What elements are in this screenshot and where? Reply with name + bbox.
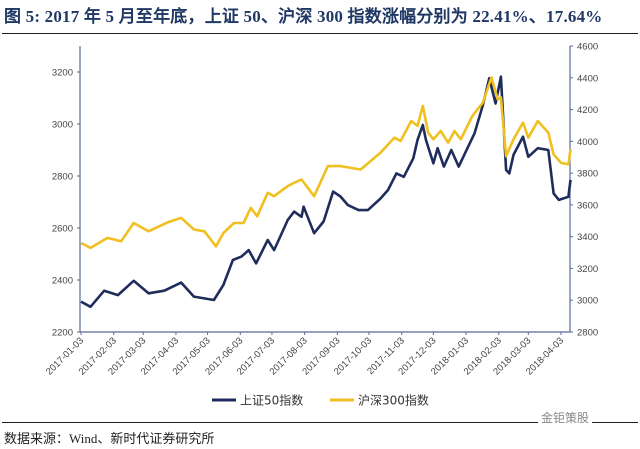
series-line-csi300 [80,76,572,250]
left-y-tick-label: 2200 [52,328,73,339]
figure-title: 图 5: 2017 年 5 月至年底，上证 50、沪深 300 指数涨幅分别为 … [4,7,603,26]
legend: 上证50指数 沪深300指数 [212,393,429,408]
data-source: 数据来源：Wind、新时代证券研究所 [4,431,215,446]
right-y-tick-label: 4400 [577,73,598,84]
title-divider [2,33,638,34]
series-line-sse50 [80,75,572,309]
right-y-tick-label: 4600 [577,42,598,53]
footer-divider [2,422,638,423]
left-y-tick-label: 2400 [52,276,73,287]
right-y-tick-label: 3000 [577,296,598,307]
legend-label: 上证50指数 [240,393,303,408]
right-y-tick-label: 3600 [577,200,598,211]
right-y-tick-label: 3200 [577,264,598,275]
right-y-tick-label: 4200 [577,105,598,116]
legend-label: 沪深300指数 [358,393,429,408]
left-y-tick-label: 3000 [52,120,73,131]
left-y-tick-label: 3200 [52,68,73,79]
left-y-tick-label: 2800 [52,172,73,183]
right-y-tick-label: 3800 [577,169,598,180]
right-y-tick-label: 4000 [577,137,598,148]
watermark-logo: 金钜策股 [538,409,593,426]
left-y-tick-label: 2600 [52,224,73,235]
right-y-tick-label: 3400 [577,232,598,243]
right-y-tick-label: 2800 [577,328,598,339]
